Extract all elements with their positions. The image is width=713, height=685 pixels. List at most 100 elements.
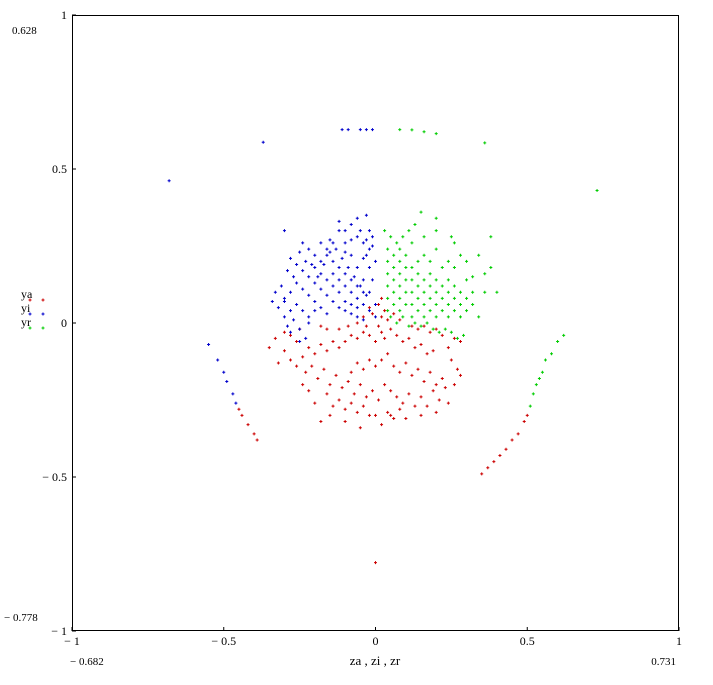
data-point-ya	[358, 426, 362, 430]
data-point-ya	[361, 315, 365, 319]
data-point-yi	[349, 290, 353, 294]
data-point-yr	[440, 296, 444, 300]
data-point-yr	[428, 309, 432, 313]
data-point-yr	[422, 278, 426, 282]
data-point-yr	[410, 266, 414, 270]
legend-marker-yr	[28, 326, 32, 330]
data-point-yi	[328, 238, 332, 242]
data-point-ya	[380, 330, 384, 334]
data-point-yr	[449, 330, 453, 334]
data-point-yr	[386, 247, 390, 251]
data-point-yr	[465, 296, 469, 300]
data-point-yr	[537, 376, 541, 380]
data-point-yi	[301, 287, 305, 291]
data-point-ya	[386, 410, 390, 414]
data-point-yi	[307, 321, 311, 325]
data-point-yr	[483, 141, 487, 145]
data-point-yi	[319, 306, 323, 310]
y-tick-label: − 1	[51, 624, 67, 638]
data-point-ya	[325, 392, 329, 396]
data-point-yr	[410, 241, 414, 245]
data-point-ya	[343, 339, 347, 343]
data-point-ya	[398, 370, 402, 374]
data-point-yi	[370, 278, 374, 282]
data-point-ya	[392, 416, 396, 420]
data-point-yi	[355, 284, 359, 288]
data-point-ya	[458, 339, 462, 343]
data-point-yi	[319, 272, 323, 276]
data-point-yr	[477, 253, 481, 257]
data-point-yr	[471, 290, 475, 294]
data-point-yr	[452, 296, 456, 300]
x-range-max-label: 0.731	[651, 656, 676, 668]
data-point-yi	[343, 229, 347, 233]
data-point-yr	[434, 315, 438, 319]
plot-frame	[72, 15, 679, 631]
data-point-yr	[440, 266, 444, 270]
data-point-ya	[307, 389, 311, 393]
data-point-yr	[455, 336, 459, 340]
data-point-yi	[295, 281, 299, 285]
data-point-yr	[483, 290, 487, 294]
data-point-yr	[404, 266, 408, 270]
data-point-yi	[367, 247, 371, 251]
data-point-ya	[273, 336, 277, 340]
data-point-yr	[416, 259, 420, 263]
data-point-ya	[452, 336, 456, 340]
data-point-yr	[477, 315, 481, 319]
data-point-yi	[285, 324, 289, 328]
data-point-yi	[349, 222, 353, 226]
data-point-yi	[292, 275, 296, 279]
data-point-ya	[383, 383, 387, 387]
data-point-yi	[349, 278, 353, 282]
data-point-yi	[222, 370, 226, 374]
data-point-ya	[389, 389, 393, 393]
data-point-yr	[465, 309, 469, 313]
data-point-yr	[528, 404, 532, 408]
data-point-yi	[276, 306, 280, 310]
data-point-yi	[358, 284, 362, 288]
data-point-yi	[307, 293, 311, 297]
data-point-yr	[422, 290, 426, 294]
data-point-ya	[386, 318, 390, 322]
data-point-ya	[410, 324, 414, 328]
data-point-ya	[386, 352, 390, 356]
data-point-ya	[395, 333, 399, 337]
data-point-ya	[374, 364, 377, 368]
data-point-yi	[367, 229, 371, 233]
legend-marker-yr	[41, 326, 45, 330]
data-point-ya	[337, 327, 341, 331]
data-point-yr	[465, 278, 469, 282]
legend-marker-ya	[28, 298, 32, 302]
data-point-yr	[434, 290, 438, 294]
data-point-yi	[234, 401, 238, 405]
data-point-yi	[358, 229, 362, 233]
data-point-yr	[416, 284, 420, 288]
data-point-yi	[270, 299, 274, 303]
data-point-yr	[483, 272, 487, 276]
data-point-ya	[392, 364, 396, 368]
data-point-yi	[349, 238, 353, 242]
data-point-yi	[337, 306, 341, 310]
data-point-yi	[331, 259, 335, 263]
data-point-ya	[367, 333, 371, 337]
data-point-yr	[428, 284, 432, 288]
data-point-yi	[313, 309, 317, 313]
data-point-ya	[425, 404, 429, 408]
data-point-yr	[443, 327, 447, 331]
data-point-yi	[313, 281, 317, 285]
data-point-yi	[331, 284, 335, 288]
y-range-min-label: − 0.778	[4, 612, 38, 624]
data-point-yi	[337, 219, 341, 223]
data-point-ya	[428, 330, 432, 334]
data-point-yi	[337, 278, 341, 282]
data-point-ya	[367, 306, 371, 310]
data-point-yi	[337, 229, 341, 233]
data-point-ya	[355, 361, 359, 365]
data-point-yr	[446, 259, 450, 263]
data-point-ya	[374, 561, 377, 565]
data-point-yr	[452, 241, 456, 245]
data-point-ya	[252, 432, 256, 436]
data-point-ya	[380, 315, 384, 319]
